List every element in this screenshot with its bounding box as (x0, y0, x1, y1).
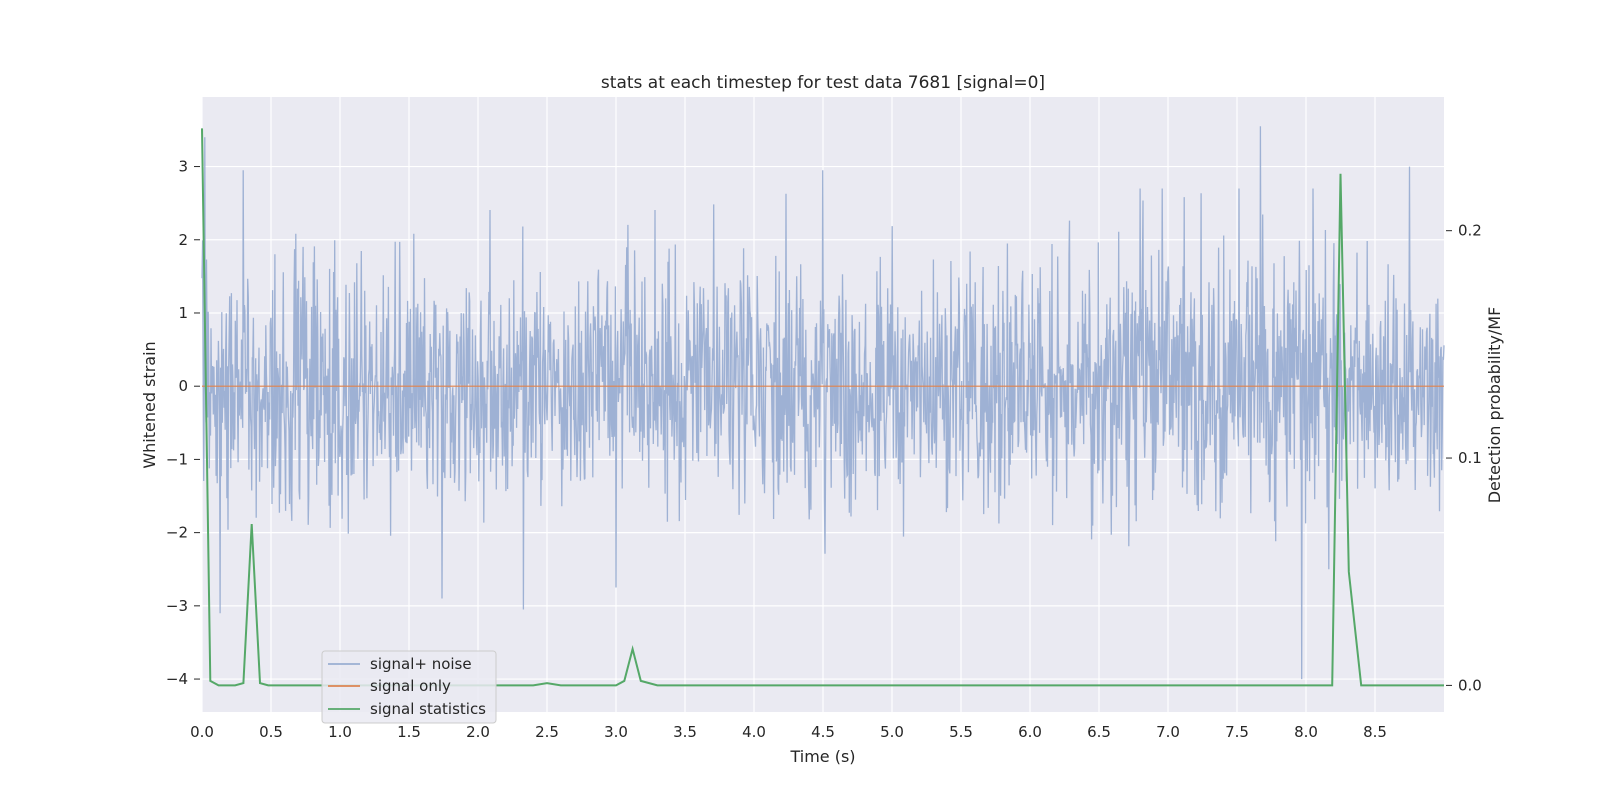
y2-tick-label: 0.2 (1458, 222, 1482, 240)
y2-axis-ticks: 0.0 0.1 0.2 (1446, 222, 1482, 694)
legend-label-noise: signal+ noise (370, 655, 472, 673)
noise-line (201, 126, 1445, 680)
y-tick-label: 0 (178, 377, 188, 395)
y2-axis-label: Detection probability/MF (1485, 307, 1504, 504)
y-tick-label: −3 (166, 597, 188, 615)
legend-label-signal: signal only (370, 677, 451, 695)
y-axis-ticks: −4 −3 −2 −1 0 1 2 3 (166, 158, 200, 688)
x-tick-label: 7.0 (1156, 723, 1180, 741)
x-tick-label: 4.0 (742, 723, 766, 741)
x-tick-label: 0.5 (259, 723, 283, 741)
legend-box (321, 650, 497, 724)
y-tick-label: 2 (178, 231, 188, 249)
x-tick-label: 5.0 (880, 723, 904, 741)
x-tick-label: 8.0 (1294, 723, 1318, 741)
x-tick-label: 2.5 (535, 723, 559, 741)
x-tick-label: 3.5 (673, 723, 697, 741)
y-tick-label: −4 (166, 670, 188, 688)
x-tick-label: 6.0 (1018, 723, 1042, 741)
x-tick-label: 3.0 (604, 723, 628, 741)
x-tick-label: 6.5 (1087, 723, 1111, 741)
y2-tick-label: 0.0 (1458, 676, 1482, 694)
x-tick-label: 0.0 (190, 723, 214, 741)
signal-statistics-line (201, 128, 1444, 687)
x-tick-label: 4.5 (811, 723, 835, 741)
signal-statistics-series (201, 128, 1444, 687)
x-axis-ticks: 0.0 0.5 1.0 1.5 2.0 2.5 3.0 3.5 4.0 4.5 5.0 5.5 6.0 6… (190, 723, 1387, 741)
x-tick-label: 1.5 (397, 723, 421, 741)
y2-tick-label: 0.1 (1458, 449, 1482, 467)
noise-series (201, 126, 1445, 680)
legend: signal+ noise signal only signal statist… (321, 650, 497, 724)
x-tick-label: 1.0 (328, 723, 352, 741)
y-tick-label: −2 (166, 524, 188, 542)
x-tick-label: 2.0 (466, 723, 490, 741)
y-tick-label: 1 (178, 304, 188, 322)
y-axis-label: Whitened strain (140, 341, 159, 468)
x-tick-label: 7.5 (1225, 723, 1249, 741)
legend-label-stats: signal statistics (370, 700, 486, 718)
y-tick-label: −1 (166, 450, 188, 468)
y-tick-label: 3 (178, 158, 188, 176)
x-axis-label: Time (s) (789, 747, 855, 766)
chart-title: stats at each timestep for test data 768… (601, 73, 1045, 93)
x-tick-label: 5.5 (949, 723, 973, 741)
x-tick-label: 8.5 (1363, 723, 1387, 741)
